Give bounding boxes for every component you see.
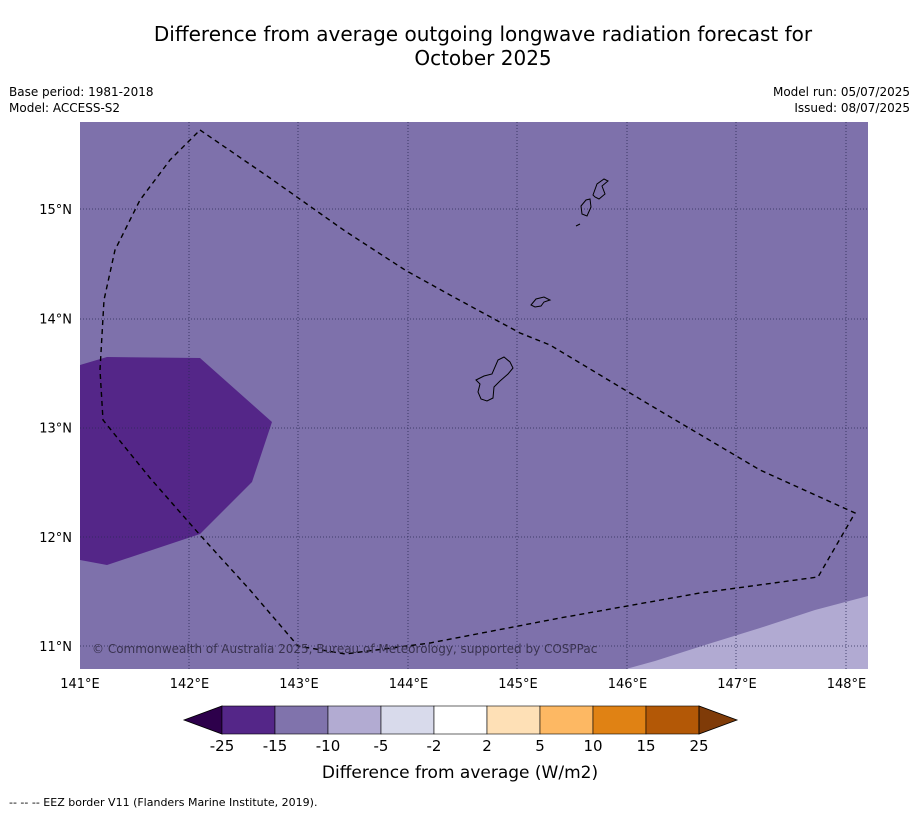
y-tick-label: 12°N [39, 531, 72, 546]
title-line-2: October 2025 [414, 46, 552, 70]
colorbar-extend-high [698, 705, 739, 735]
y-tick-label: 15°N [39, 203, 72, 218]
colorbar-tick-label: -25 [210, 737, 235, 755]
colorbar-tick-label: -5 [374, 737, 389, 755]
x-axis-ticks: 141°E 142°E 143°E 144°E 145°E 146°E 147°E 148°E [60, 677, 866, 692]
islands [475, 178, 609, 402]
title-line-1: Difference from average outgoing longwav… [153, 22, 813, 46]
x-tick-label: 146°E [608, 677, 648, 692]
colorbar-segment [327, 705, 382, 735]
base-period-label: Base period: 1981-2018 [9, 85, 154, 99]
colorbar-tick-label: 2 [482, 737, 492, 755]
colorbar-segment [539, 705, 594, 735]
aguijan-island [575, 223, 581, 227]
colorbar-tick-label: 25 [689, 737, 708, 755]
colorbar-segment [221, 705, 276, 735]
copyright-notice: © Commonwealth of Australia 2025, Bureau… [92, 642, 597, 656]
colorbar-segment [486, 705, 541, 735]
colorbar-segment [380, 705, 435, 735]
colorbar-segment [274, 705, 329, 735]
map-area: © Commonwealth of Australia 2025, Bureau… [80, 122, 868, 669]
eez-border [99, 129, 856, 655]
model-run-label: Model run: 05/07/2025 [772, 85, 910, 99]
colorbar-segment [645, 705, 700, 735]
colorbar-extend-low [182, 705, 223, 735]
x-tick-label: 144°E [389, 677, 429, 692]
weak-negative-anomaly-region [626, 596, 868, 669]
colorbar-title: Difference from average (W/m2) [322, 763, 598, 783]
issued-label: Issued: 08/07/2025 [794, 101, 910, 115]
y-tick-label: 13°N [39, 422, 72, 437]
guam-island [475, 356, 514, 402]
tinian-island [580, 198, 592, 217]
y-tick-label: 11°N [39, 640, 72, 655]
x-tick-label: 148°E [827, 677, 867, 692]
colorbar-segment [592, 705, 647, 735]
colorbar-tick-label: -10 [316, 737, 341, 755]
colorbar-tick-label: 15 [636, 737, 655, 755]
rota-island [530, 296, 552, 308]
meta-right: Model run: 05/07/2025 Issued: 08/07/2025 [773, 84, 910, 116]
colorbar-tick-label: 5 [535, 737, 545, 755]
meta-left: Base period: 1981-2018 Model: ACCESS-S2 [9, 84, 154, 116]
colorbar: -25 -15 -10 -5 -2 2 5 10 15 25 [182, 705, 739, 755]
y-tick-label: 14°N [39, 312, 72, 327]
colorbar-tick-label: 10 [583, 737, 602, 755]
x-tick-label: 145°E [498, 677, 538, 692]
chart-title: Difference from average outgoing longwav… [0, 22, 919, 70]
colorbar-tick-label: -2 [427, 737, 442, 755]
colorbar-segment [433, 705, 488, 735]
model-label: Model: ACCESS-S2 [9, 101, 121, 115]
x-tick-label: 142°E [170, 677, 210, 692]
x-tick-label: 141°E [60, 677, 100, 692]
strong-negative-anomaly-region [80, 357, 272, 565]
colorbar-tick-label: -15 [263, 737, 288, 755]
eez-footnote: -- -- -- EEZ border V11 (Flanders Marine… [9, 796, 318, 809]
saipan-island [592, 178, 609, 200]
graticule [80, 122, 868, 669]
x-tick-label: 143°E [279, 677, 319, 692]
x-tick-label: 147°E [717, 677, 757, 692]
y-axis-ticks: 15°N 14°N 13°N 12°N 11°N [39, 203, 72, 655]
